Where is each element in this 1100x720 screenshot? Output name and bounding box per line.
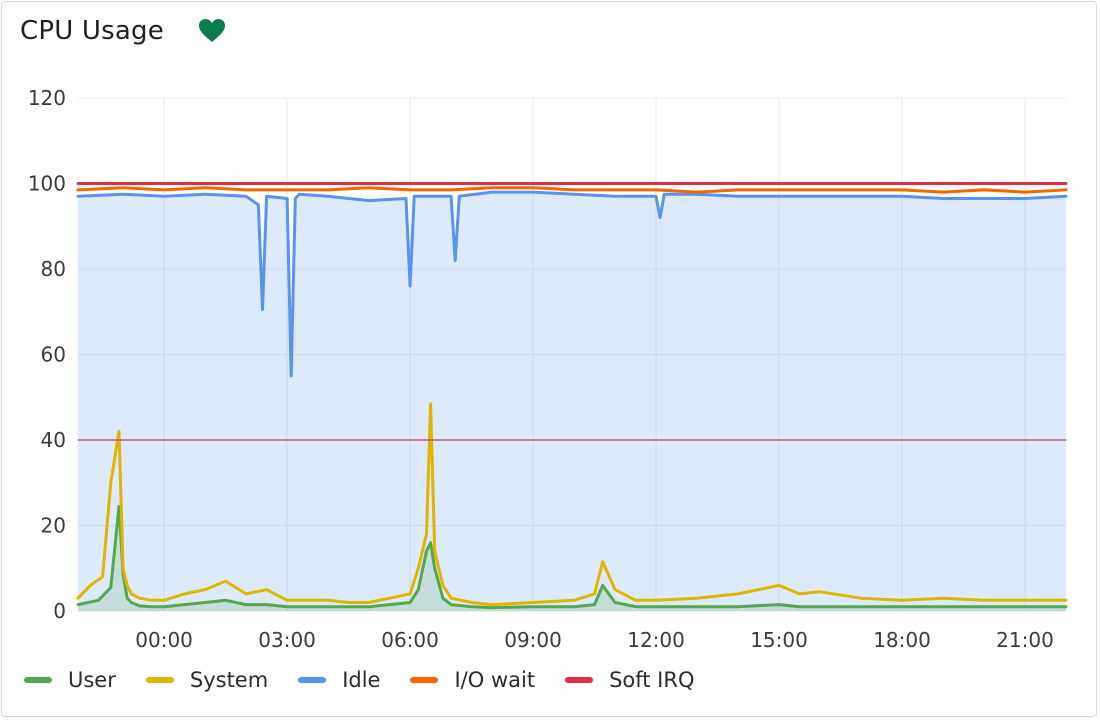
legend-item-system[interactable]: System xyxy=(145,668,269,692)
y-tick-label: 100 xyxy=(28,172,66,196)
x-tick-label: 03:00 xyxy=(258,628,316,652)
series-area-idle xyxy=(78,192,1066,611)
series-line-i-o-wait[interactable] xyxy=(76,186,1068,194)
y-tick-label: 0 xyxy=(53,599,66,623)
x-tick-label: 21:00 xyxy=(996,628,1054,652)
x-tick-label: 09:00 xyxy=(504,628,562,652)
legend-swatch xyxy=(298,677,327,683)
series-areas xyxy=(78,192,1066,611)
legend-swatch xyxy=(145,677,174,683)
x-tick-label: 00:00 xyxy=(135,628,193,652)
cpu-usage-chart: 0 20 40 60 80 100 120 00:00 03:00 06:00 09:00 12:00… xyxy=(28,86,1068,652)
y-tick-label: 60 xyxy=(41,343,66,367)
legend: User System Idle I/O wait Soft IRQ xyxy=(24,668,725,692)
heart-icon[interactable] xyxy=(198,18,226,44)
legend-swatch xyxy=(565,677,594,683)
legend-item-idle[interactable]: Idle xyxy=(298,668,380,692)
x-tick-label: 06:00 xyxy=(381,628,439,652)
axes: 0 20 40 60 80 100 120 00:00 03:00 06:00 09:00 12:00… xyxy=(28,86,1054,652)
legend-label: I/O wait xyxy=(454,668,536,692)
legend-swatch xyxy=(410,677,439,683)
panel-header: CPU Usage xyxy=(20,16,226,46)
legend-item-i-o-wait[interactable]: I/O wait xyxy=(410,668,535,692)
series-line-idle[interactable] xyxy=(76,190,1068,378)
series-line-system[interactable] xyxy=(76,402,1068,607)
y-tick-label: 80 xyxy=(41,257,66,281)
panel-title[interactable]: CPU Usage xyxy=(20,16,164,46)
x-tick-label: 18:00 xyxy=(873,628,931,652)
legend-label: System xyxy=(189,668,269,692)
y-tick-label: 40 xyxy=(41,428,66,452)
y-tick-label: 120 xyxy=(28,86,66,110)
series-lines xyxy=(76,182,1068,610)
legend-item-soft-irq[interactable]: Soft IRQ xyxy=(565,668,695,692)
legend-swatch xyxy=(24,677,52,683)
legend-label: Soft IRQ xyxy=(609,668,695,692)
y-tick-label: 20 xyxy=(41,514,66,538)
series-line-user[interactable] xyxy=(76,504,1068,610)
x-tick-label: 12:00 xyxy=(627,628,685,652)
legend-label: User xyxy=(68,668,116,692)
legend-item-user[interactable]: User xyxy=(24,668,116,692)
x-tick-label: 15:00 xyxy=(750,628,808,652)
legend-label: Idle xyxy=(342,668,381,692)
